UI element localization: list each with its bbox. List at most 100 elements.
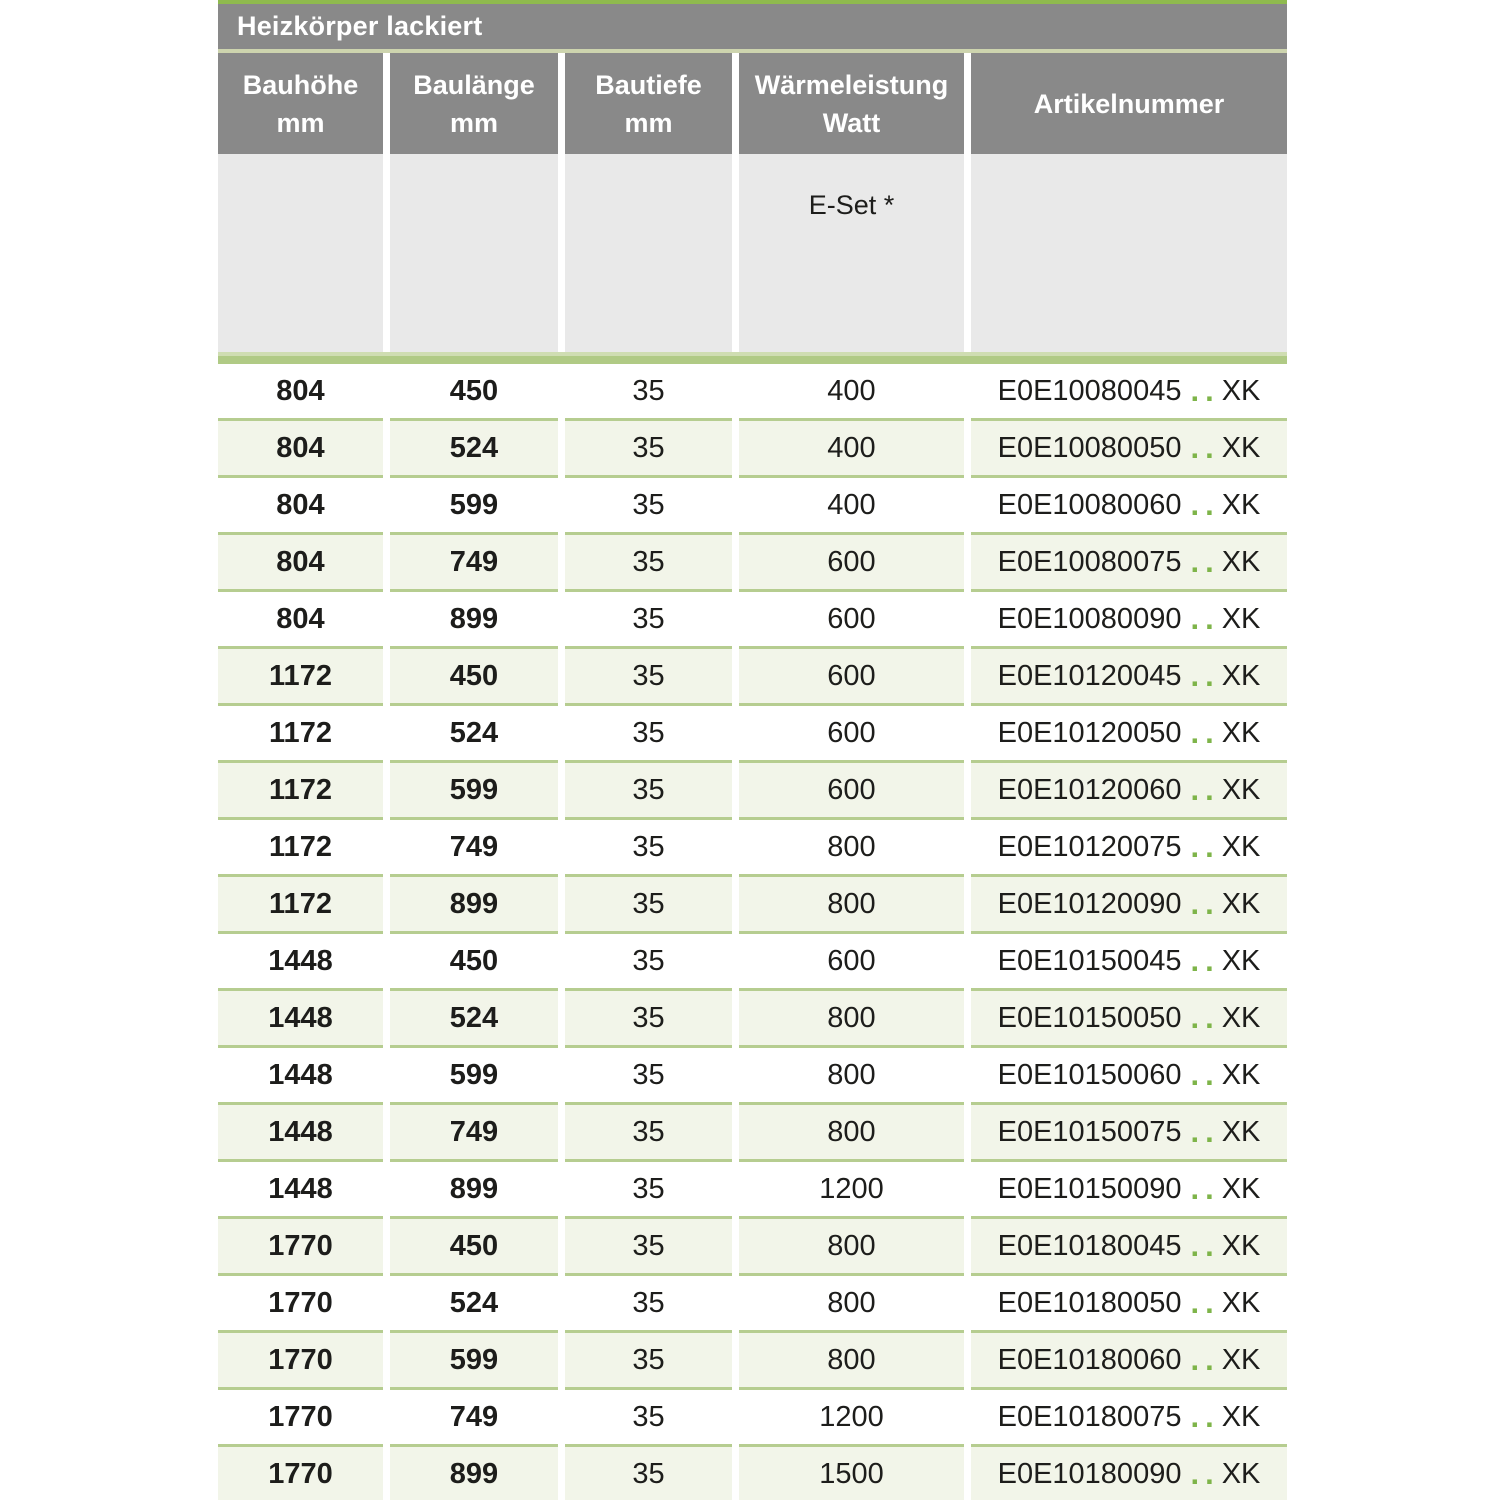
- cell-bautiefe: 35: [565, 475, 732, 532]
- cell-artikelnummer: E0E10080045.. XK: [971, 364, 1287, 418]
- cell-bautiefe: 35: [565, 817, 732, 874]
- header-cell-baulaenge: Baulänge mm: [390, 53, 558, 154]
- artikel-base: E0E10080045: [997, 374, 1182, 407]
- cell-artikelnummer: E0E10150050.. XK: [971, 988, 1287, 1045]
- cell-baulaenge: 450: [390, 1216, 558, 1273]
- table-row: 1448 899 35 1200 E0E10150090.. XK: [218, 1159, 1287, 1216]
- cell-bauhoehe: 1770: [218, 1330, 383, 1387]
- cell-bauhoehe: 804: [218, 532, 383, 589]
- header-unit: mm: [276, 107, 325, 138]
- cell-bautiefe: 35: [565, 1387, 732, 1444]
- table-row: 1172 599 35 600 E0E10120060.. XK: [218, 760, 1287, 817]
- cell-artikelnummer: E0E10180075.. XK: [971, 1387, 1287, 1444]
- table-body: 804 450 35 400 E0E10080045.. XK 804 524 35 400 E0E…: [218, 364, 1287, 1500]
- table-row: 1448 450 35 600 E0E10150045.. XK: [218, 931, 1287, 988]
- table-row: 804 450 35 400 E0E10080045.. XK: [218, 364, 1287, 418]
- cell-artikelnummer: E0E10080060.. XK: [971, 475, 1287, 532]
- artikel-suffix: XK: [1221, 887, 1261, 920]
- artikel-base: E0E10180050: [997, 1286, 1182, 1319]
- cell-bauhoehe: 1770: [218, 1216, 383, 1273]
- cell-artikelnummer: E0E10120075.. XK: [971, 817, 1287, 874]
- cell-baulaenge: 749: [390, 1102, 558, 1159]
- header-cell-bautiefe: Bautiefe mm: [565, 53, 732, 154]
- cell-waermeleistung: 400: [739, 418, 964, 475]
- cell-bauhoehe: 1448: [218, 1102, 383, 1159]
- artikel-suffix: XK: [1221, 545, 1261, 578]
- artikel-suffix: XK: [1221, 1400, 1261, 1433]
- cell-bautiefe: 35: [565, 1159, 732, 1216]
- table-title-bar: Heizkörper lackiert: [218, 4, 1287, 53]
- cell-waermeleistung: 600: [739, 760, 964, 817]
- artikel-base: E0E10150075: [997, 1115, 1182, 1148]
- cell-waermeleistung: 800: [739, 1216, 964, 1273]
- artikel-placeholder-dots: ..: [1190, 658, 1220, 693]
- cell-bautiefe: 35: [565, 1330, 732, 1387]
- cell-bauhoehe: 1172: [218, 874, 383, 931]
- subheader-cell-baulaenge: [390, 154, 558, 352]
- artikel-suffix: XK: [1221, 1001, 1261, 1034]
- artikel-placeholder-dots: ..: [1190, 829, 1220, 864]
- header-label: Baulänge: [413, 69, 535, 100]
- artikel-suffix: XK: [1221, 830, 1261, 863]
- artikel-placeholder-dots: ..: [1190, 886, 1220, 921]
- cell-artikelnummer: E0E10180060.. XK: [971, 1330, 1287, 1387]
- artikel-placeholder-dots: ..: [1190, 487, 1220, 522]
- header-cell-waermeleistung: Wärmeleistung Watt: [739, 53, 964, 154]
- cell-waermeleistung: 600: [739, 589, 964, 646]
- cell-waermeleistung: 800: [739, 1273, 964, 1330]
- subheader-cell-bauhoehe: [218, 154, 383, 352]
- artikel-suffix: XK: [1221, 944, 1261, 977]
- cell-bautiefe: 35: [565, 1216, 732, 1273]
- artikel-placeholder-dots: ..: [1190, 373, 1220, 408]
- cell-waermeleistung: 800: [739, 817, 964, 874]
- table-subheader-row: E-Set *: [218, 154, 1287, 352]
- cell-waermeleistung: 400: [739, 475, 964, 532]
- cell-baulaenge: 749: [390, 532, 558, 589]
- table-row: 1770 524 35 800 E0E10180050.. XK: [218, 1273, 1287, 1330]
- artikel-base: E0E10080050: [997, 431, 1182, 464]
- artikel-placeholder-dots: ..: [1190, 943, 1220, 978]
- cell-bauhoehe: 1172: [218, 760, 383, 817]
- artikel-suffix: XK: [1221, 602, 1261, 635]
- cell-artikelnummer: E0E10120090.. XK: [971, 874, 1287, 931]
- artikel-base: E0E10150090: [997, 1172, 1182, 1205]
- cell-baulaenge: 450: [390, 931, 558, 988]
- subheader-cell-e-set: E-Set *: [739, 154, 964, 352]
- cell-waermeleistung: 800: [739, 1102, 964, 1159]
- cell-waermeleistung: 400: [739, 364, 964, 418]
- cell-baulaenge: 450: [390, 646, 558, 703]
- cell-baulaenge: 899: [390, 1159, 558, 1216]
- cell-bautiefe: 35: [565, 988, 732, 1045]
- cell-waermeleistung: 800: [739, 1330, 964, 1387]
- cell-baulaenge: 524: [390, 988, 558, 1045]
- artikel-placeholder-dots: ..: [1190, 1000, 1220, 1035]
- cell-artikelnummer: E0E10180045.. XK: [971, 1216, 1287, 1273]
- cell-baulaenge: 599: [390, 1045, 558, 1102]
- table-row: 1172 524 35 600 E0E10120050.. XK: [218, 703, 1287, 760]
- cell-bauhoehe: 1448: [218, 931, 383, 988]
- artikel-base: E0E10080090: [997, 602, 1182, 635]
- artikel-suffix: XK: [1221, 431, 1261, 464]
- cell-baulaenge: 749: [390, 1387, 558, 1444]
- cell-waermeleistung: 800: [739, 1045, 964, 1102]
- header-label: Wärmeleistung: [754, 69, 949, 100]
- cell-bauhoehe: 1770: [218, 1387, 383, 1444]
- cell-bautiefe: 35: [565, 364, 732, 418]
- cell-artikelnummer: E0E10180090.. XK: [971, 1444, 1287, 1500]
- artikel-base: E0E10080075: [997, 545, 1182, 578]
- artikel-suffix: XK: [1221, 1343, 1261, 1376]
- cell-artikelnummer: E0E10150045.. XK: [971, 931, 1287, 988]
- cell-bauhoehe: 1448: [218, 988, 383, 1045]
- artikel-suffix: XK: [1221, 374, 1261, 407]
- cell-bautiefe: 35: [565, 1102, 732, 1159]
- artikel-suffix: XK: [1221, 716, 1261, 749]
- cell-bautiefe: 35: [565, 646, 732, 703]
- header-separator-bar-light: [218, 352, 1287, 356]
- cell-waermeleistung: 1200: [739, 1159, 964, 1216]
- header-unit: Watt: [822, 107, 881, 138]
- table-header-row: Bauhöhe mm Baulänge mm Bautiefe mm Wärme…: [218, 53, 1287, 154]
- cell-waermeleistung: 600: [739, 703, 964, 760]
- cell-bauhoehe: 1172: [218, 703, 383, 760]
- table-row: 1172 899 35 800 E0E10120090.. XK: [218, 874, 1287, 931]
